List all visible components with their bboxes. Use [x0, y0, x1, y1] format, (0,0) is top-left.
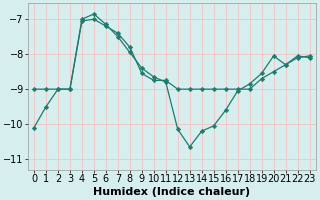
- X-axis label: Humidex (Indice chaleur): Humidex (Indice chaleur): [93, 187, 250, 197]
